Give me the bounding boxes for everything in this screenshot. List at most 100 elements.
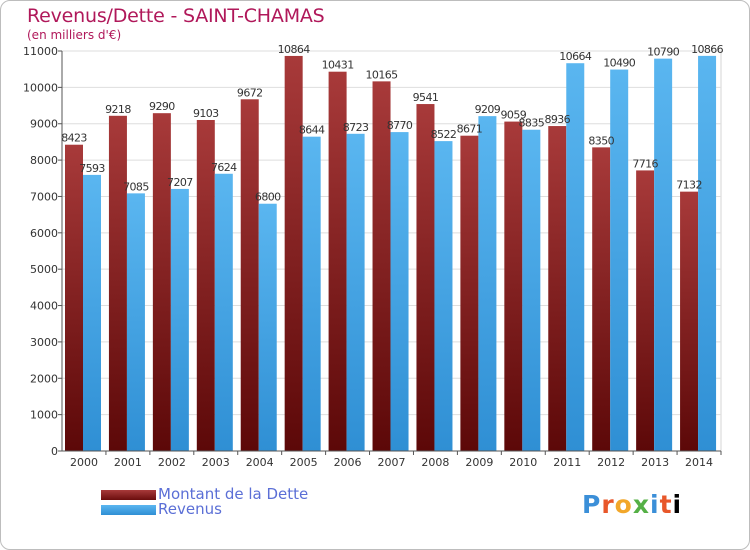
data-label-dette: 10431 (322, 59, 354, 72)
y-tick-label: 11000 (23, 45, 58, 58)
y-tick-label: 3000 (30, 336, 58, 349)
bar-dette (504, 121, 523, 451)
chart-subtitle: (en milliers d'€) (27, 28, 122, 42)
y-tick-label: 9000 (30, 118, 58, 131)
bar-dette (65, 144, 83, 451)
bar-revenus (610, 69, 629, 451)
chart-title: Revenus/Dette - SAINT-CHAMAS (27, 5, 325, 27)
y-tick-label: 5000 (30, 263, 58, 276)
bar-dette (240, 99, 259, 452)
data-label-revenus: 10790 (647, 46, 680, 59)
bar-revenus (698, 55, 717, 451)
bar-revenus (478, 116, 497, 452)
data-label-dette: 7132 (676, 179, 702, 192)
logo-letter: x (632, 490, 650, 519)
data-label-dette: 8671 (457, 123, 483, 136)
data-label-dette: 9218 (105, 103, 131, 116)
x-tick-label: 2003 (202, 456, 230, 469)
x-tick-label: 2007 (378, 456, 406, 469)
legend-item-revenus: Revenus (101, 502, 308, 517)
data-label-dette: 9103 (193, 107, 219, 120)
bar-revenus (83, 174, 101, 451)
x-tick-label: 2006 (334, 456, 362, 469)
bar-revenus (170, 188, 189, 451)
bar-revenus (258, 203, 277, 451)
legend-item-dette: Montant de la Dette (101, 487, 308, 502)
legend-label-dette: Montant de la Dette (158, 485, 309, 503)
data-label-revenus: 7085 (123, 180, 149, 193)
y-tick-label: 6000 (30, 227, 58, 240)
logo-letter: i (650, 490, 660, 519)
bar-dette (592, 147, 611, 451)
bar-dette (636, 170, 655, 451)
bar-revenus (346, 133, 365, 452)
x-tick-label: 2010 (509, 456, 537, 469)
bar-revenus (302, 136, 321, 451)
data-label-dette: 9672 (237, 86, 263, 99)
bar-revenus (390, 132, 409, 451)
data-label-dette: 7716 (632, 157, 658, 170)
data-label-revenus: 8522 (431, 128, 457, 141)
x-tick-label: 2000 (70, 456, 98, 469)
bar-revenus (566, 63, 585, 452)
legend-swatch-dette (101, 489, 156, 500)
bar-dette (196, 119, 215, 452)
proxiti-logo: Proxiti (582, 490, 682, 519)
bar-revenus (434, 141, 453, 452)
data-label-revenus: 10490 (603, 57, 636, 70)
legend: Montant de la Dette Revenus (101, 487, 308, 517)
bar-revenus (126, 193, 145, 451)
data-label-revenus: 7593 (79, 162, 105, 175)
bar-dette (152, 113, 171, 451)
y-tick-label: 0 (51, 445, 58, 458)
x-tick-label: 2009 (465, 456, 493, 469)
data-label-dette: 9059 (501, 109, 527, 122)
bar-dette (372, 81, 391, 451)
data-label-revenus: 10866 (691, 43, 724, 56)
x-tick-label: 2002 (158, 456, 186, 469)
data-label-revenus: 7207 (167, 176, 193, 189)
y-tick-label: 10000 (23, 81, 58, 94)
data-label-dette: 8350 (588, 134, 614, 147)
bar-dette (328, 71, 347, 451)
logo-letter: i (672, 490, 683, 519)
x-tick-label: 2012 (597, 456, 625, 469)
data-label-revenus: 8835 (519, 117, 545, 130)
bar-dette (108, 115, 127, 452)
bar-revenus (214, 173, 233, 451)
data-label-dette: 8423 (61, 132, 87, 145)
legend-swatch-revenus (101, 504, 156, 515)
bar-revenus (654, 58, 673, 452)
data-label-revenus: 10664 (559, 50, 592, 63)
x-tick-label: 2004 (246, 456, 274, 469)
x-tick-label: 2014 (685, 456, 713, 469)
data-label-dette: 8936 (544, 113, 570, 126)
bar-dette (284, 55, 303, 451)
data-label-dette: 10864 (278, 43, 311, 56)
y-tick-label: 7000 (30, 190, 58, 203)
logo-letter: r (601, 490, 615, 519)
x-tick-label: 2005 (290, 456, 318, 469)
data-label-dette: 10165 (366, 68, 399, 81)
bar-dette (680, 191, 699, 451)
x-tick-label: 2008 (421, 456, 449, 469)
x-tick-label: 2013 (641, 456, 669, 469)
data-label-revenus: 6800 (255, 191, 281, 204)
bar-revenus (522, 129, 541, 451)
x-tick-label: 2001 (114, 456, 142, 469)
x-tick-label: 2011 (553, 456, 581, 469)
logo-letter: o (614, 490, 633, 519)
data-label-revenus: 8644 (299, 124, 325, 137)
y-tick-label: 2000 (30, 372, 58, 385)
logo-letter: P (582, 490, 602, 519)
logo-letter: t (659, 490, 673, 519)
y-tick-label: 8000 (30, 154, 58, 167)
bar-dette (460, 135, 479, 451)
bar-dette (548, 126, 567, 452)
data-label-revenus: 8723 (343, 121, 369, 134)
data-label-dette: 9290 (149, 100, 175, 113)
data-label-revenus: 7624 (211, 161, 237, 174)
data-label-dette: 9541 (413, 91, 439, 104)
